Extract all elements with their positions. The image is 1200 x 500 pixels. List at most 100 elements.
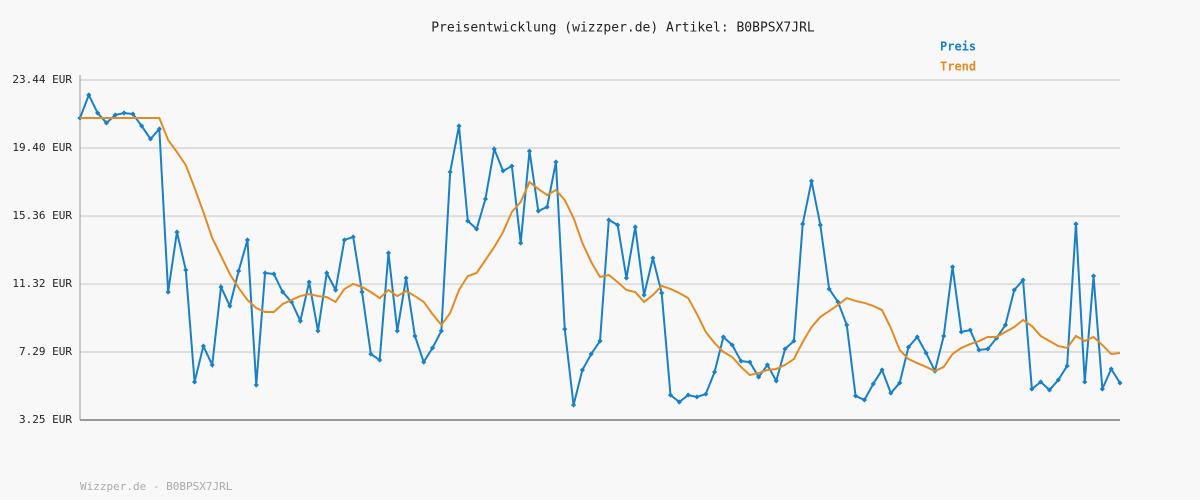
point-marker xyxy=(253,382,259,388)
point-marker xyxy=(218,284,224,290)
point-marker xyxy=(694,394,700,400)
point-marker xyxy=(659,290,665,296)
point-marker xyxy=(526,148,533,154)
point-marker xyxy=(1055,377,1061,383)
point-marker xyxy=(482,196,489,202)
chart-title: Preisentwicklung (wizzper.de) Artikel: B… xyxy=(431,21,815,36)
point-marker xyxy=(905,344,912,350)
point-marker xyxy=(738,358,744,364)
point-marker xyxy=(579,367,585,373)
point-marker xyxy=(588,351,594,357)
point-marker xyxy=(324,270,330,276)
point-marker xyxy=(103,120,110,126)
point-marker xyxy=(782,346,788,352)
point-marker xyxy=(623,275,630,281)
point-marker xyxy=(183,267,189,273)
point-marker xyxy=(1090,273,1097,279)
point-marker xyxy=(1046,387,1053,393)
point-marker xyxy=(368,351,374,357)
point-marker xyxy=(773,378,779,384)
point-marker xyxy=(121,110,127,116)
point-marker xyxy=(958,329,964,335)
point-marker xyxy=(429,345,436,351)
point-marker xyxy=(1011,287,1017,293)
point-marker xyxy=(1117,380,1123,386)
point-marker xyxy=(315,328,321,334)
point-marker xyxy=(747,359,753,365)
point-marker xyxy=(500,168,506,174)
point-marker xyxy=(1029,386,1035,392)
point-marker xyxy=(888,390,894,396)
point-marker xyxy=(808,178,815,184)
point-marker xyxy=(756,374,762,380)
point-marker xyxy=(421,359,427,365)
point-marker xyxy=(130,111,136,117)
point-marker xyxy=(271,271,277,277)
point-marker xyxy=(1082,379,1088,385)
point-marker xyxy=(1073,221,1079,227)
point-marker xyxy=(377,357,383,363)
point-marker xyxy=(332,287,339,293)
point-marker xyxy=(844,322,850,328)
point-marker xyxy=(976,347,982,353)
point-marker xyxy=(341,237,348,243)
point-marker xyxy=(156,126,162,132)
point-marker xyxy=(465,218,471,224)
y-tick-label: 19.40 EUR xyxy=(12,141,72,154)
point-marker xyxy=(835,299,841,305)
point-marker xyxy=(509,163,515,169)
point-marker xyxy=(359,289,365,295)
point-marker xyxy=(729,342,735,348)
point-marker xyxy=(553,159,559,165)
point-marker xyxy=(86,92,92,98)
point-marker xyxy=(685,392,691,398)
legend-label: Trend xyxy=(940,60,976,74)
point-marker xyxy=(403,275,409,281)
point-marker xyxy=(562,326,568,332)
point-marker xyxy=(385,250,392,256)
point-marker xyxy=(949,264,956,270)
point-marker xyxy=(985,346,991,352)
point-marker xyxy=(703,391,709,397)
point-marker xyxy=(1020,277,1026,283)
point-marker xyxy=(1038,379,1044,385)
y-tick-label: 23.44 EUR xyxy=(12,73,72,86)
point-marker xyxy=(95,110,101,116)
point-marker xyxy=(879,367,885,373)
point-marker xyxy=(438,328,444,334)
point-marker xyxy=(870,381,876,387)
point-marker xyxy=(632,224,638,230)
y-tick-label: 3.25 EUR xyxy=(19,413,72,426)
point-marker xyxy=(852,393,859,399)
point-marker xyxy=(165,289,171,295)
y-tick-label: 7.29 EUR xyxy=(19,345,72,358)
point-marker xyxy=(139,123,145,129)
point-marker xyxy=(597,338,603,344)
point-marker xyxy=(606,217,612,223)
point-marker xyxy=(456,123,462,129)
point-marker xyxy=(994,335,1000,341)
point-marker xyxy=(720,334,726,340)
point-marker xyxy=(676,399,682,405)
point-marker xyxy=(544,204,550,210)
legend-label: Preis xyxy=(940,40,976,54)
point-marker xyxy=(923,350,929,356)
point-marker xyxy=(447,169,453,175)
point-marker xyxy=(861,397,868,403)
point-marker xyxy=(412,333,418,339)
point-marker xyxy=(615,222,621,228)
point-marker xyxy=(826,286,832,292)
point-marker xyxy=(280,289,286,295)
point-marker xyxy=(209,362,215,368)
point-marker xyxy=(1002,322,1009,328)
point-marker xyxy=(791,338,797,344)
point-marker xyxy=(236,268,242,274)
point-marker xyxy=(147,136,154,142)
point-marker xyxy=(262,270,268,276)
point-marker xyxy=(112,112,118,118)
point-marker xyxy=(641,292,647,298)
footer: Wizzper.de - B0BPSX7JRL xyxy=(80,480,233,493)
point-marker xyxy=(1099,386,1105,392)
point-marker xyxy=(474,226,480,232)
